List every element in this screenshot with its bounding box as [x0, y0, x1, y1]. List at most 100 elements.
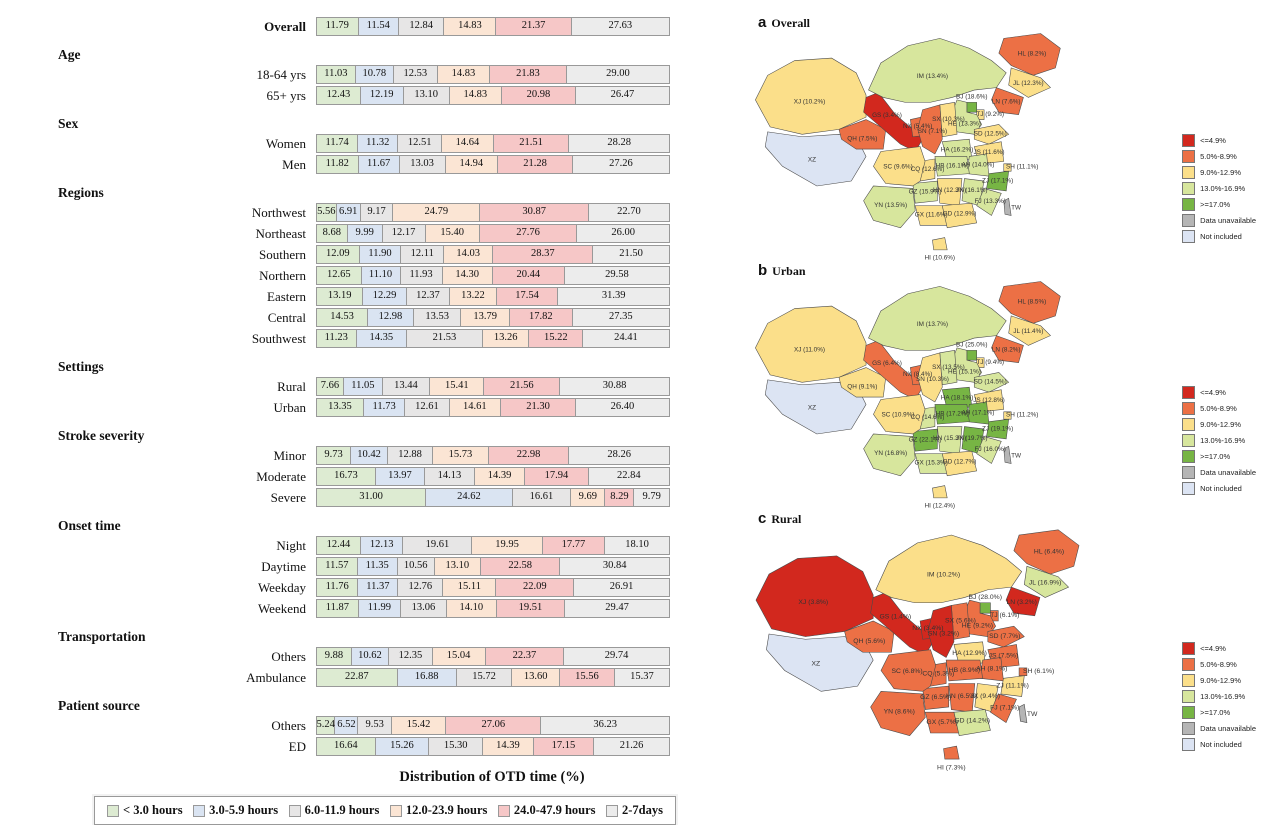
map-name-label: Rural — [771, 512, 802, 526]
bar-segment: 9.73 — [317, 447, 352, 464]
map-tag-label: b — [758, 262, 768, 279]
map-legend-label: 5.0%-8.9% — [1200, 660, 1237, 669]
province-label-hn: HN (12.3%) — [933, 187, 966, 194]
chart-row: Weekday 11.76 11.37 12.76 15.11 22.09 26.91 — [28, 577, 696, 598]
chart-group: Regions Northwest 5.56 6.91 9.17 24.79 30.87 22… — [28, 183, 696, 349]
province-label-jl: JL (11.4%) — [1013, 328, 1043, 335]
bar-segment: 29.58 — [564, 267, 669, 284]
bar-segment: 14.83 — [444, 18, 497, 35]
row-label: Southern — [259, 246, 306, 262]
bar-segment: 13.53 — [413, 309, 462, 326]
bar-segment: 12.37 — [406, 288, 451, 305]
province-sc — [873, 146, 926, 187]
stacked-bar: 13.19 12.29 12.37 13.22 17.54 31.39 — [316, 287, 670, 306]
map-legend-item: 9.0%-12.9% — [1182, 674, 1256, 687]
row-label: Moderate — [256, 468, 306, 484]
bar-segment: 21.83 — [490, 66, 567, 83]
province-label-ha: HA (12.9%) — [952, 650, 987, 657]
map-legend-swatch — [1182, 182, 1196, 195]
province-sd — [973, 124, 1010, 145]
bar-segment: 11.05 — [343, 378, 383, 395]
province-hi — [943, 745, 960, 760]
province-label-sd: SD (7.7%) — [989, 633, 1020, 640]
stacked-bar: 16.73 13.97 14.13 14.39 17.94 22.84 — [316, 467, 670, 486]
legend-item: 2-7days — [606, 803, 663, 818]
province-label-jl: JL (16.9%) — [1029, 580, 1061, 587]
map-legend-label: 5.0%-8.9% — [1200, 152, 1237, 161]
bar-segment: 22.84 — [588, 468, 669, 485]
map-legend-item: 9.0%-12.9% — [1182, 166, 1256, 179]
china-map-rural: XJ (3.8%) XZ QH (5.6%) GS (1.4%)NX (3.4%) IM… — [755, 529, 1080, 771]
province-label-xj: XJ (10.2%) — [794, 99, 826, 106]
bar-segment: 11.99 — [358, 600, 401, 617]
map-legend-swatch — [1182, 402, 1196, 415]
bar-segment: 21.30 — [501, 399, 577, 416]
province-label-ha: HA (16.2%) — [941, 147, 974, 154]
province-label-sx: SX (13.5%) — [932, 364, 965, 371]
map-legend-label: 13.0%-16.9% — [1200, 436, 1246, 445]
province-hb — [945, 659, 983, 682]
province-label-tj: TJ (9.4%) — [976, 359, 1004, 366]
legend-label: 6.0-11.9 hours — [304, 803, 380, 817]
province-sd — [987, 625, 1025, 648]
bar-segment: 17.94 — [525, 468, 589, 485]
map-legend-label: <=4.9% — [1200, 388, 1226, 397]
bar-segment: 13.03 — [399, 156, 446, 173]
province-label-hb: HB (8.9%) — [949, 667, 980, 674]
map-legend-label: Not included — [1200, 740, 1242, 749]
legend-label: 24.0-47.9 hours — [513, 803, 596, 817]
map-panel-urban: b Urban XJ (11.0%) XZ QH (9.1%) GS (6.4%) NX … — [740, 254, 1270, 510]
chart-row: Southwest 11.23 14.35 21.53 13.26 15.22 24.41 — [28, 328, 696, 349]
map-title: c Rural — [758, 510, 801, 528]
province-ln — [991, 87, 1024, 115]
map-legend-swatch — [1182, 198, 1196, 211]
province-label-sc: SC (10.9%) — [882, 412, 915, 419]
bar-segment: 9.69 — [571, 489, 606, 506]
bar-segment: 15.73 — [433, 447, 489, 464]
map-legend-item: >=17.0% — [1182, 198, 1256, 211]
province-label-im: IM (10.2%) — [927, 572, 960, 579]
bar-segment: 22.09 — [496, 579, 575, 596]
province-label-jx: JX (19.7%) — [956, 435, 988, 442]
bar-segment: 24.41 — [583, 330, 669, 347]
province-label-gs: GS (6.4%) — [872, 360, 902, 367]
bar-segment: 12.76 — [398, 579, 444, 596]
province-xz — [764, 379, 867, 435]
map-legend-label: >=17.0% — [1200, 200, 1231, 209]
province-label-hb: HB (16.1%) — [936, 163, 969, 170]
legend-label: 2-7days — [622, 803, 663, 817]
bar-segment: 15.56 — [560, 669, 615, 686]
chart-row: Others 5.24 6.52 9.53 15.42 27.06 36.23 — [28, 715, 696, 736]
bar-segment: 19.95 — [472, 537, 543, 554]
province-sh — [1003, 411, 1012, 420]
bar-segment: 11.67 — [358, 156, 400, 173]
bar-segment: 14.64 — [442, 135, 494, 152]
chart-row: Severe 31.00 24.62 16.61 9.69 8.29 9.79 — [28, 487, 696, 508]
province-yn — [863, 185, 916, 229]
bar-segment: 15.26 — [375, 738, 430, 755]
province-label-tw: TW — [1011, 452, 1021, 459]
province-xj — [755, 57, 867, 135]
group-header: Onset time — [58, 518, 121, 533]
chart-row: Urban 13.35 11.73 12.61 14.61 21.30 26.40 — [28, 397, 696, 418]
legend-item: 3.0-5.9 hours — [193, 803, 278, 818]
province-gz — [912, 428, 938, 452]
province-sn — [917, 352, 943, 403]
map-tag-label: a — [758, 14, 767, 31]
province-gs — [863, 340, 923, 400]
stacked-bar: 14.53 12.98 13.53 13.79 17.82 27.35 — [316, 308, 670, 327]
map-legend-item: <=4.9% — [1182, 134, 1256, 147]
chart-group: Settings Rural 7.66 11.05 13.44 15.41 21.56 30.… — [28, 357, 696, 418]
bar-segment: 13.19 — [317, 288, 364, 305]
map-name-label: Urban — [772, 264, 806, 278]
map-legend-swatch — [1182, 434, 1196, 447]
bar-segment: 15.22 — [529, 330, 584, 347]
bar-segment: 14.30 — [442, 267, 493, 284]
province-label-ln: LN (3.2%) — [1006, 599, 1036, 606]
bar-segment: 36.23 — [541, 717, 669, 734]
province-label-zj: ZJ (17.1%) — [982, 177, 1013, 184]
chart-row: Moderate 16.73 13.97 14.13 14.39 17.94 22.84 — [28, 466, 696, 487]
province-label-nx: NX (3.4%) — [912, 625, 943, 632]
map-legend-label: 9.0%-12.9% — [1200, 168, 1241, 177]
map-legend-label: <=4.9% — [1200, 136, 1226, 145]
